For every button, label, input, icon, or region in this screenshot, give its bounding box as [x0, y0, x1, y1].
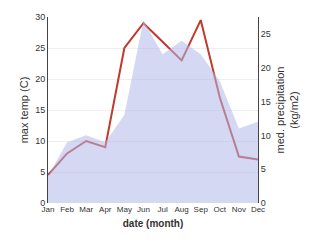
svg-text:Sep: Sep: [194, 205, 209, 214]
svg-text:15: 15: [35, 105, 45, 115]
svg-text:Feb: Feb: [60, 205, 74, 214]
svg-text:Dec: Dec: [251, 205, 265, 214]
svg-text:Aug: Aug: [175, 205, 189, 214]
svg-text:med. precipitation(kg/m2): med. precipitation(kg/m2): [274, 67, 300, 154]
svg-text:20: 20: [35, 74, 45, 84]
svg-text:Jun: Jun: [137, 205, 150, 214]
svg-text:0: 0: [40, 198, 45, 208]
svg-text:Apr: Apr: [99, 205, 112, 214]
svg-text:10: 10: [261, 131, 271, 141]
svg-text:Oct: Oct: [214, 205, 227, 214]
svg-text:10: 10: [35, 136, 45, 146]
svg-text:May: May: [117, 205, 132, 214]
svg-text:max temp (C): max temp (C): [18, 77, 30, 144]
svg-text:Jan: Jan: [42, 205, 55, 214]
svg-text:20: 20: [261, 63, 271, 73]
svg-text:25: 25: [261, 29, 271, 39]
svg-text:Jul: Jul: [157, 205, 167, 214]
svg-text:Nov: Nov: [232, 205, 246, 214]
svg-text:5: 5: [40, 167, 45, 177]
svg-text:date (month): date (month): [123, 218, 184, 229]
svg-text:0: 0: [261, 198, 266, 208]
svg-text:25: 25: [35, 43, 45, 53]
svg-text:30: 30: [35, 12, 45, 22]
svg-text:5: 5: [261, 164, 266, 174]
svg-text:Mar: Mar: [79, 205, 93, 214]
svg-text:15: 15: [261, 97, 271, 107]
